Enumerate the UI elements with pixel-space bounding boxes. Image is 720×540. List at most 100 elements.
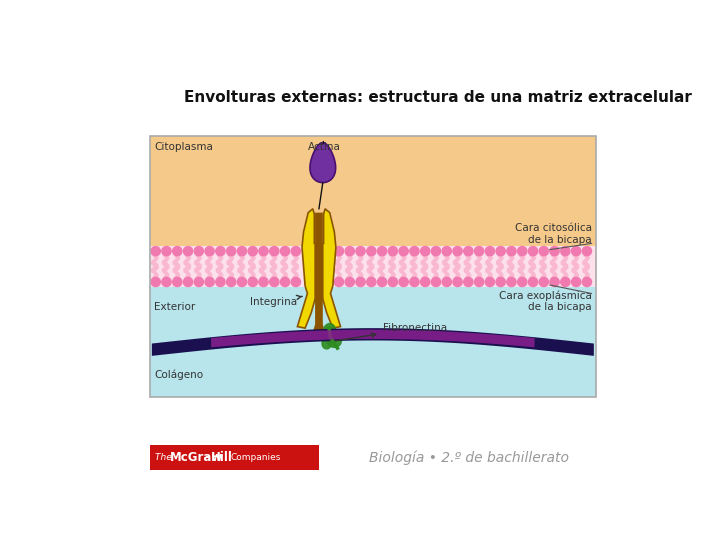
Circle shape <box>151 278 161 287</box>
Circle shape <box>410 278 419 287</box>
Circle shape <box>281 278 289 287</box>
Polygon shape <box>315 244 323 303</box>
Polygon shape <box>323 323 336 339</box>
Polygon shape <box>328 335 341 347</box>
Circle shape <box>528 278 538 287</box>
Polygon shape <box>152 328 594 356</box>
Circle shape <box>366 278 376 287</box>
FancyBboxPatch shape <box>150 445 319 470</box>
Circle shape <box>205 278 215 287</box>
Circle shape <box>216 278 225 287</box>
Circle shape <box>184 278 193 287</box>
Circle shape <box>474 278 484 287</box>
Text: Biología • 2.º de bachillerato: Biología • 2.º de bachillerato <box>369 450 569 465</box>
Text: Integrina: Integrina <box>250 295 302 307</box>
Circle shape <box>561 278 570 287</box>
Circle shape <box>474 247 484 256</box>
Polygon shape <box>297 209 341 328</box>
Circle shape <box>399 247 408 256</box>
Circle shape <box>238 278 246 287</box>
FancyBboxPatch shape <box>150 136 596 193</box>
Text: McGraw: McGraw <box>170 451 222 464</box>
Circle shape <box>173 247 182 256</box>
Circle shape <box>485 278 495 287</box>
Circle shape <box>227 278 235 287</box>
Circle shape <box>377 247 387 256</box>
Circle shape <box>334 278 343 287</box>
Circle shape <box>162 278 171 287</box>
Circle shape <box>572 247 581 256</box>
Circle shape <box>270 278 279 287</box>
Circle shape <box>281 247 289 256</box>
Circle shape <box>518 278 527 287</box>
Circle shape <box>248 278 257 287</box>
Circle shape <box>194 247 204 256</box>
Circle shape <box>291 278 300 287</box>
Text: Exterior: Exterior <box>154 301 195 312</box>
Circle shape <box>518 247 527 256</box>
Circle shape <box>453 247 462 256</box>
Text: Envolturas externas: estructura de una matriz extracelular: Envolturas externas: estructura de una m… <box>184 90 692 105</box>
Polygon shape <box>322 338 331 349</box>
Circle shape <box>216 247 225 256</box>
Circle shape <box>582 247 592 256</box>
Circle shape <box>539 278 549 287</box>
FancyBboxPatch shape <box>150 136 596 246</box>
Circle shape <box>238 247 246 256</box>
Circle shape <box>345 247 354 256</box>
Circle shape <box>485 247 495 256</box>
Polygon shape <box>312 213 325 336</box>
Text: Companies: Companies <box>230 453 281 462</box>
Text: Fibronectina: Fibronectina <box>336 323 447 341</box>
Circle shape <box>496 278 505 287</box>
Circle shape <box>539 247 549 256</box>
Circle shape <box>507 247 516 256</box>
Polygon shape <box>211 330 534 347</box>
Circle shape <box>259 247 268 256</box>
Text: Cara citosólica
de la bicapa: Cara citosólica de la bicapa <box>515 224 592 245</box>
Circle shape <box>572 278 581 287</box>
Circle shape <box>184 247 193 256</box>
Circle shape <box>151 247 161 256</box>
Text: Hill: Hill <box>211 451 233 464</box>
Circle shape <box>388 247 397 256</box>
Circle shape <box>561 247 570 256</box>
Text: Citoplasma: Citoplasma <box>154 142 213 152</box>
Circle shape <box>420 278 430 287</box>
Circle shape <box>550 278 559 287</box>
Circle shape <box>205 247 215 256</box>
Circle shape <box>334 247 343 256</box>
Circle shape <box>366 247 376 256</box>
Text: The: The <box>155 453 174 462</box>
Circle shape <box>528 247 538 256</box>
Circle shape <box>291 247 300 256</box>
Circle shape <box>399 278 408 287</box>
Polygon shape <box>310 143 336 183</box>
Circle shape <box>431 247 441 256</box>
Circle shape <box>356 247 365 256</box>
Circle shape <box>420 247 430 256</box>
Circle shape <box>507 278 516 287</box>
Circle shape <box>356 278 365 287</box>
Text: Colágeno: Colágeno <box>154 369 203 380</box>
FancyBboxPatch shape <box>150 246 596 287</box>
Circle shape <box>227 247 235 256</box>
Circle shape <box>453 278 462 287</box>
Circle shape <box>550 247 559 256</box>
Circle shape <box>162 247 171 256</box>
Circle shape <box>377 278 387 287</box>
Text: Cara exoplásmica
de la bicapa: Cara exoplásmica de la bicapa <box>499 290 592 312</box>
Circle shape <box>442 247 451 256</box>
Circle shape <box>345 278 354 287</box>
Circle shape <box>194 278 204 287</box>
Circle shape <box>410 247 419 256</box>
Circle shape <box>464 278 473 287</box>
Text: Actina: Actina <box>308 142 341 152</box>
Circle shape <box>582 278 592 287</box>
Circle shape <box>248 247 257 256</box>
Circle shape <box>259 278 268 287</box>
Circle shape <box>442 278 451 287</box>
Circle shape <box>388 278 397 287</box>
FancyBboxPatch shape <box>150 287 596 397</box>
Circle shape <box>496 247 505 256</box>
